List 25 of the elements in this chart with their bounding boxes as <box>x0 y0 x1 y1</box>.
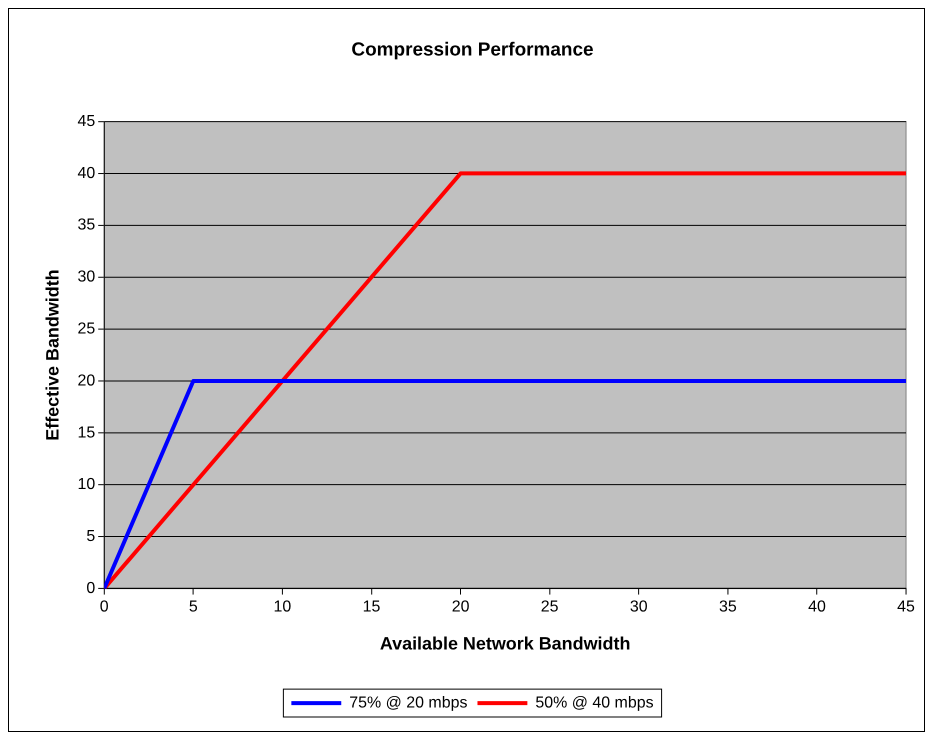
y-tick-label: 45 <box>77 112 96 130</box>
y-tick-label: 0 <box>86 580 96 597</box>
y-tick-label: 15 <box>77 424 96 442</box>
x-tick-label: 5 <box>188 598 198 616</box>
y-tick-label: 30 <box>77 268 96 286</box>
legend-label: 50% @ 40 mbps <box>535 694 654 712</box>
x-tick-label: 10 <box>274 598 292 616</box>
chart-title: Compression Performance <box>351 40 594 61</box>
y-tick-label: 20 <box>77 372 96 390</box>
y-tick-label: 40 <box>77 164 96 182</box>
x-tick-label: 0 <box>100 598 109 616</box>
x-tick-label: 25 <box>540 598 559 616</box>
x-tick-label: 15 <box>362 598 380 616</box>
x-tick-label: 40 <box>808 598 826 616</box>
x-tick-label: 35 <box>718 598 737 616</box>
x-axis-title: Available Network Bandwidth <box>380 633 630 654</box>
y-tick-label: 5 <box>86 528 96 546</box>
legend-label: 75% @ 20 mbps <box>349 694 468 712</box>
x-tick-label: 45 <box>897 598 916 616</box>
y-tick-label: 25 <box>77 320 96 338</box>
x-tick-label: 30 <box>630 598 648 616</box>
y-tick-label: 35 <box>77 216 96 234</box>
x-tick-label: 20 <box>452 598 470 616</box>
y-axis-title: Effective Bandwidth <box>42 269 63 441</box>
y-tick-label: 10 <box>77 476 96 494</box>
